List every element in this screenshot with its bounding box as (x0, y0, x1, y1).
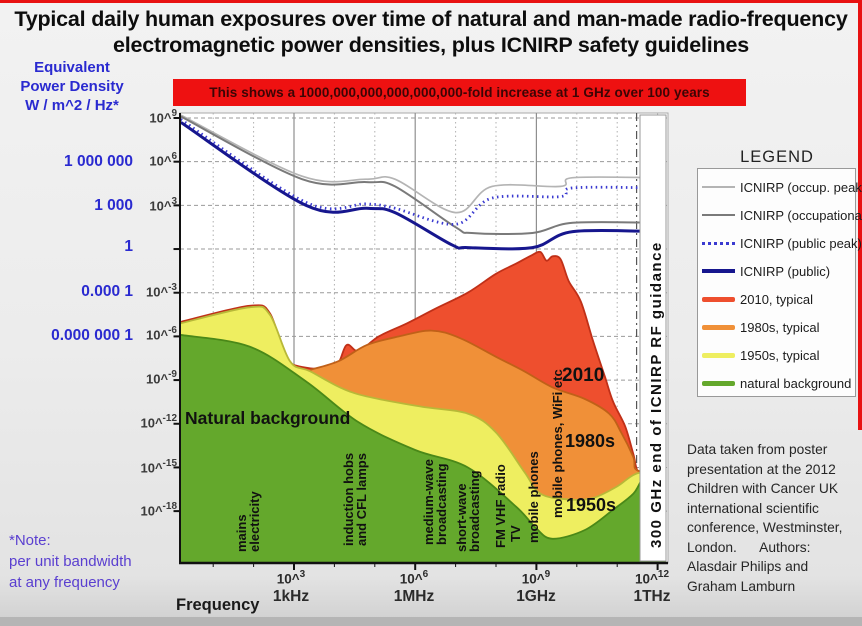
title-line-2: electromagnetic power densities, plus IC… (113, 33, 749, 57)
headline-banner-text: This shows a 1000,000,000,000,000,000-fo… (209, 85, 710, 100)
y-tick-1e-6: 10^-6 (146, 325, 177, 343)
page-title: Typical daily human exposures over time … (0, 6, 862, 58)
legend-item-icnirp-occupational: ICNIRP (occupational) (702, 205, 862, 225)
y-tick-1e-9: 10^-9 (146, 369, 177, 387)
area-outline-1980s, typical (309, 329, 666, 475)
x-tick-1mhz: 10^6 1MHz (393, 569, 435, 605)
title-line-1: Typical daily human exposures over time … (14, 7, 848, 31)
label-mediumwave-line1: medium-wave (421, 459, 436, 545)
label-shortwave-line1: short-wave (454, 483, 469, 552)
legend-item-icnirp-occup-peak: ICNIRP (occup. peak) (702, 177, 862, 197)
guidance-box (639, 114, 667, 562)
x-tick-1khz: 10^3 1kHz (272, 569, 310, 605)
legend-swatch (702, 213, 735, 217)
line-ICNIRP (occupational) (180, 115, 658, 236)
guidance-label: 300 GHz end of ICNIRP RF guidance (648, 241, 665, 548)
y-tick-1e9: 10^9 (149, 108, 177, 126)
era-1950s-label: 1950s (566, 495, 616, 515)
headline-banner: This shows a 1000,000,000,000,000,000-fo… (173, 79, 746, 106)
y-tick-1e-15: 10^-15 (140, 457, 177, 475)
legend-swatch (702, 352, 735, 358)
y-tick-1e6: 10^6 (149, 151, 177, 169)
legend-swatch (702, 241, 735, 245)
era-1980s-label: 1980s (565, 431, 615, 451)
bottom-gray-strip (0, 617, 862, 626)
area-outline-1950s, typical (180, 305, 666, 501)
era-2010-label: 2010 (562, 365, 604, 386)
bandwidth-note: *Note: per unit bandwidth at any frequen… (9, 532, 132, 591)
legend-swatch (702, 296, 735, 302)
top-red-line (0, 0, 862, 3)
label-mains-line1: mains (234, 514, 249, 552)
legend-item-2010: 2010, typical (702, 289, 852, 309)
line-ICNIRP (occup. peak) (180, 114, 658, 214)
legend: ICNIRP (occup. peak) ICNIRP (occupationa… (697, 168, 862, 397)
natural-background-label: Natural background (185, 408, 350, 428)
legend-title: LEGEND (740, 148, 814, 166)
label-fm-vhf-radio: FM VHF radio (493, 464, 508, 548)
area-outline-natural background (180, 334, 666, 540)
source-credit: Data taken from poster presentation at t… (687, 442, 843, 594)
label-tv: TV (508, 525, 523, 542)
right-red-line (858, 0, 862, 430)
equiv-value-1e-4: 0.000 1 (81, 283, 133, 300)
y-tick-1e-12: 10^-12 (140, 413, 177, 431)
y-tick-1e3: 10^3 (149, 195, 177, 213)
legend-swatch (702, 380, 735, 386)
equiv-value-1e3: 1 000 (94, 197, 133, 214)
equiv-value-1e6: 1 000 000 (64, 153, 133, 170)
label-mains-line2: electricity (247, 491, 262, 552)
equiv-value-1: 1 (124, 238, 133, 255)
line-ICNIRP (public) (180, 121, 658, 251)
y-tick-1e-18: 10^-18 (140, 501, 177, 519)
legend-item-icnirp-public-peak: ICNIRP (public peak) (702, 233, 862, 253)
label-shortwave-line2: broadcasting (467, 470, 482, 552)
legend-swatch (702, 269, 735, 273)
legend-item-icnirp-public: ICNIRP (public) (702, 261, 852, 281)
area-natural background (180, 334, 666, 563)
legend-swatch (702, 186, 735, 188)
legend-item-natural: natural background (702, 373, 852, 393)
y-axis-unit-label: Equivalent Power Density W / m^2 / Hz* (20, 59, 124, 114)
line-ICNIRP (public peak) (180, 118, 658, 226)
exposure-chart: 300 GHz end of ICNIRP RF guidance Natura… (173, 112, 669, 570)
x-tick-1ghz: 10^9 1GHz (516, 569, 556, 605)
y-tick-1e-3: 10^-3 (146, 281, 177, 299)
x-axis-title: Frequency (176, 596, 260, 614)
chart-generated-layers (173, 113, 668, 570)
label-mobile-wifi: mobile phones, WiFi etc (550, 369, 565, 518)
legend-item-1950s: 1950s, typical (702, 345, 852, 365)
equiv-value-1e-7: 0.000 000 1 (51, 327, 133, 344)
label-mobile-phones: mobile phones (526, 451, 541, 543)
label-induction-line2: and CFL lamps (354, 453, 369, 546)
legend-swatch (702, 324, 735, 330)
x-tick-1thz: 10^12 1THz (633, 569, 671, 605)
label-induction-line1: induction hobs (341, 453, 356, 546)
legend-item-1980s: 1980s, typical (702, 317, 852, 337)
label-mediumwave-line2: broadcasting (434, 463, 449, 545)
